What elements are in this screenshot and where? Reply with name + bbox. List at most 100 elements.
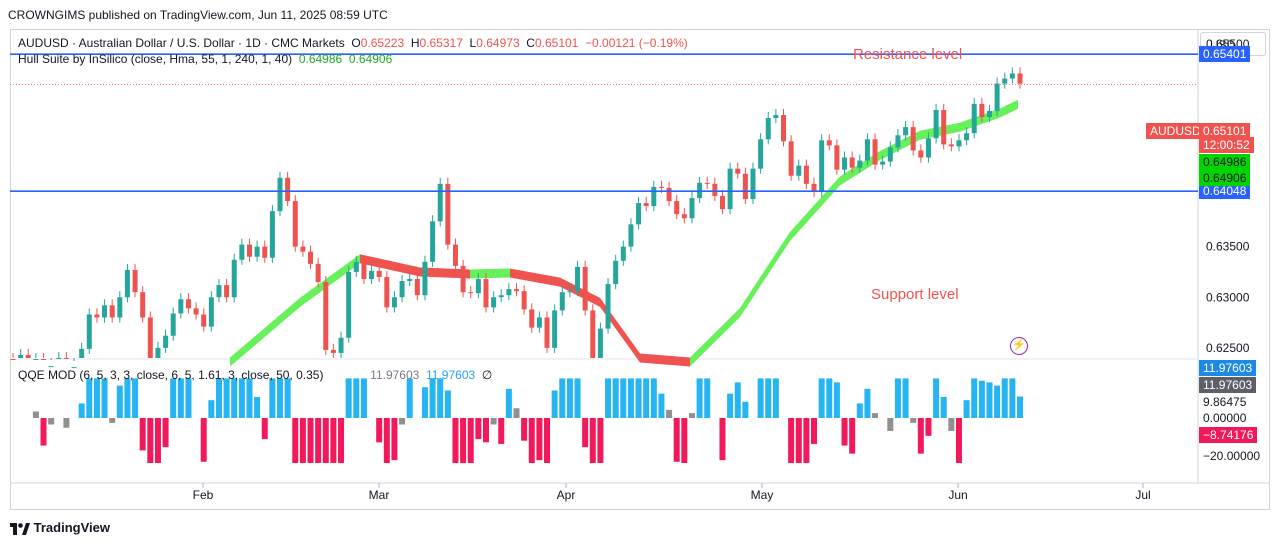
candle-body	[803, 165, 809, 184]
time-tick-label: Apr	[557, 488, 576, 502]
candle-body	[788, 141, 794, 176]
candle-body	[864, 139, 870, 161]
candle-body	[452, 244, 458, 266]
qqe-tick-2: 0.00000	[1203, 411, 1247, 425]
high-label: H	[410, 36, 420, 50]
qqe-bar	[330, 418, 337, 463]
qqe-bar	[605, 378, 612, 418]
candle-body	[666, 187, 672, 202]
qqe-bar	[589, 418, 596, 463]
candle-body	[979, 103, 985, 118]
qqe-bar	[200, 418, 207, 462]
candle-body	[147, 317, 153, 358]
qqe-histogram	[32, 378, 1023, 463]
qqe-bar	[292, 418, 299, 463]
candle-body	[849, 157, 855, 168]
candle-body	[109, 305, 115, 318]
qqe-bar	[650, 378, 657, 418]
candle-body	[338, 337, 344, 353]
qqe-bar	[399, 418, 406, 425]
candle-body	[918, 150, 924, 158]
candle-body	[140, 292, 146, 318]
qqe-bar	[246, 378, 253, 418]
qqe-value-1: 11.97603	[370, 368, 420, 382]
qqe-tag-3: −8.74176	[1199, 427, 1258, 443]
qqe-bar	[444, 390, 451, 418]
candle-body	[300, 246, 306, 252]
candle-body	[376, 270, 382, 277]
qqe-bar	[154, 418, 161, 463]
candle-body	[33, 359, 39, 361]
qqe-bar	[803, 418, 810, 463]
qqe-bar	[406, 378, 413, 418]
qqe-bar	[727, 393, 734, 418]
candle-body	[369, 270, 375, 280]
qqe-bar	[818, 378, 825, 418]
qqe-bar	[696, 378, 703, 418]
hull-segment	[420, 267, 470, 279]
hull-segment	[300, 254, 360, 307]
qqe-bar	[460, 418, 467, 463]
qqe-bar	[940, 396, 947, 418]
candle-body	[414, 279, 420, 296]
qqe-bar	[887, 418, 894, 431]
candle-body	[704, 182, 710, 184]
qqe-bar	[215, 378, 222, 418]
candle-body	[941, 109, 947, 145]
candle-body	[521, 291, 527, 310]
qqe-bar	[795, 418, 802, 463]
qqe-bar	[597, 418, 604, 463]
qqe-bar	[673, 418, 680, 462]
candle-body	[773, 115, 779, 119]
support-annotation: Support level	[871, 286, 959, 303]
candle-body	[536, 317, 542, 328]
hull-segment	[920, 122, 960, 140]
candle-body	[262, 246, 268, 258]
qqe-bar	[955, 418, 962, 463]
candle-body	[575, 266, 581, 292]
candle-body	[986, 110, 992, 118]
candle-body	[872, 139, 878, 165]
qqe-bar	[688, 413, 695, 418]
candle-body	[346, 271, 352, 338]
qqe-bar	[566, 378, 573, 418]
qqe-bar	[132, 378, 139, 418]
qqe-bar	[261, 418, 268, 440]
qqe-bar	[170, 378, 177, 418]
lightning-icon[interactable]: ⚡	[1010, 337, 1028, 355]
qqe-bar	[978, 380, 985, 418]
candle-body	[445, 183, 451, 245]
qqe-bar	[78, 403, 85, 418]
candle-body	[964, 133, 970, 141]
grid	[10, 29, 1270, 484]
candle-body	[361, 261, 367, 280]
candle-body	[185, 299, 191, 309]
candle-body	[292, 201, 298, 247]
price-tick-label: 0.63500	[1206, 240, 1250, 254]
qqe-bar	[177, 378, 184, 418]
hull-legend[interactable]: Hull Suite by InSilico (close, Hma, 55, …	[18, 52, 392, 66]
qqe-bar	[681, 418, 688, 463]
candle-body	[201, 314, 207, 327]
candle-body	[63, 358, 69, 359]
candle-body	[1009, 73, 1015, 79]
qqe-bar	[704, 378, 711, 418]
qqe-legend[interactable]: QQE MOD (6, 5, 3, 3, close, 6, 5, 1.61, …	[18, 368, 492, 382]
candle-body	[674, 201, 680, 215]
qqe-bar	[231, 378, 238, 418]
candle-body	[529, 309, 535, 328]
hull-segment	[790, 176, 840, 241]
qqe-bar	[185, 378, 192, 418]
candle-body	[971, 103, 977, 134]
candle-body	[842, 157, 848, 170]
candle-body	[567, 291, 573, 293]
qqe-bar	[902, 378, 909, 418]
countdown-tag: 12:00:52	[1199, 137, 1254, 153]
qqe-bar	[223, 378, 230, 418]
qqe-bar	[551, 390, 558, 418]
qqe-bar	[536, 418, 543, 461]
qqe-bar	[475, 418, 482, 440]
tradingview-logo[interactable]: TradingView	[10, 520, 110, 535]
candle-body	[460, 265, 466, 293]
